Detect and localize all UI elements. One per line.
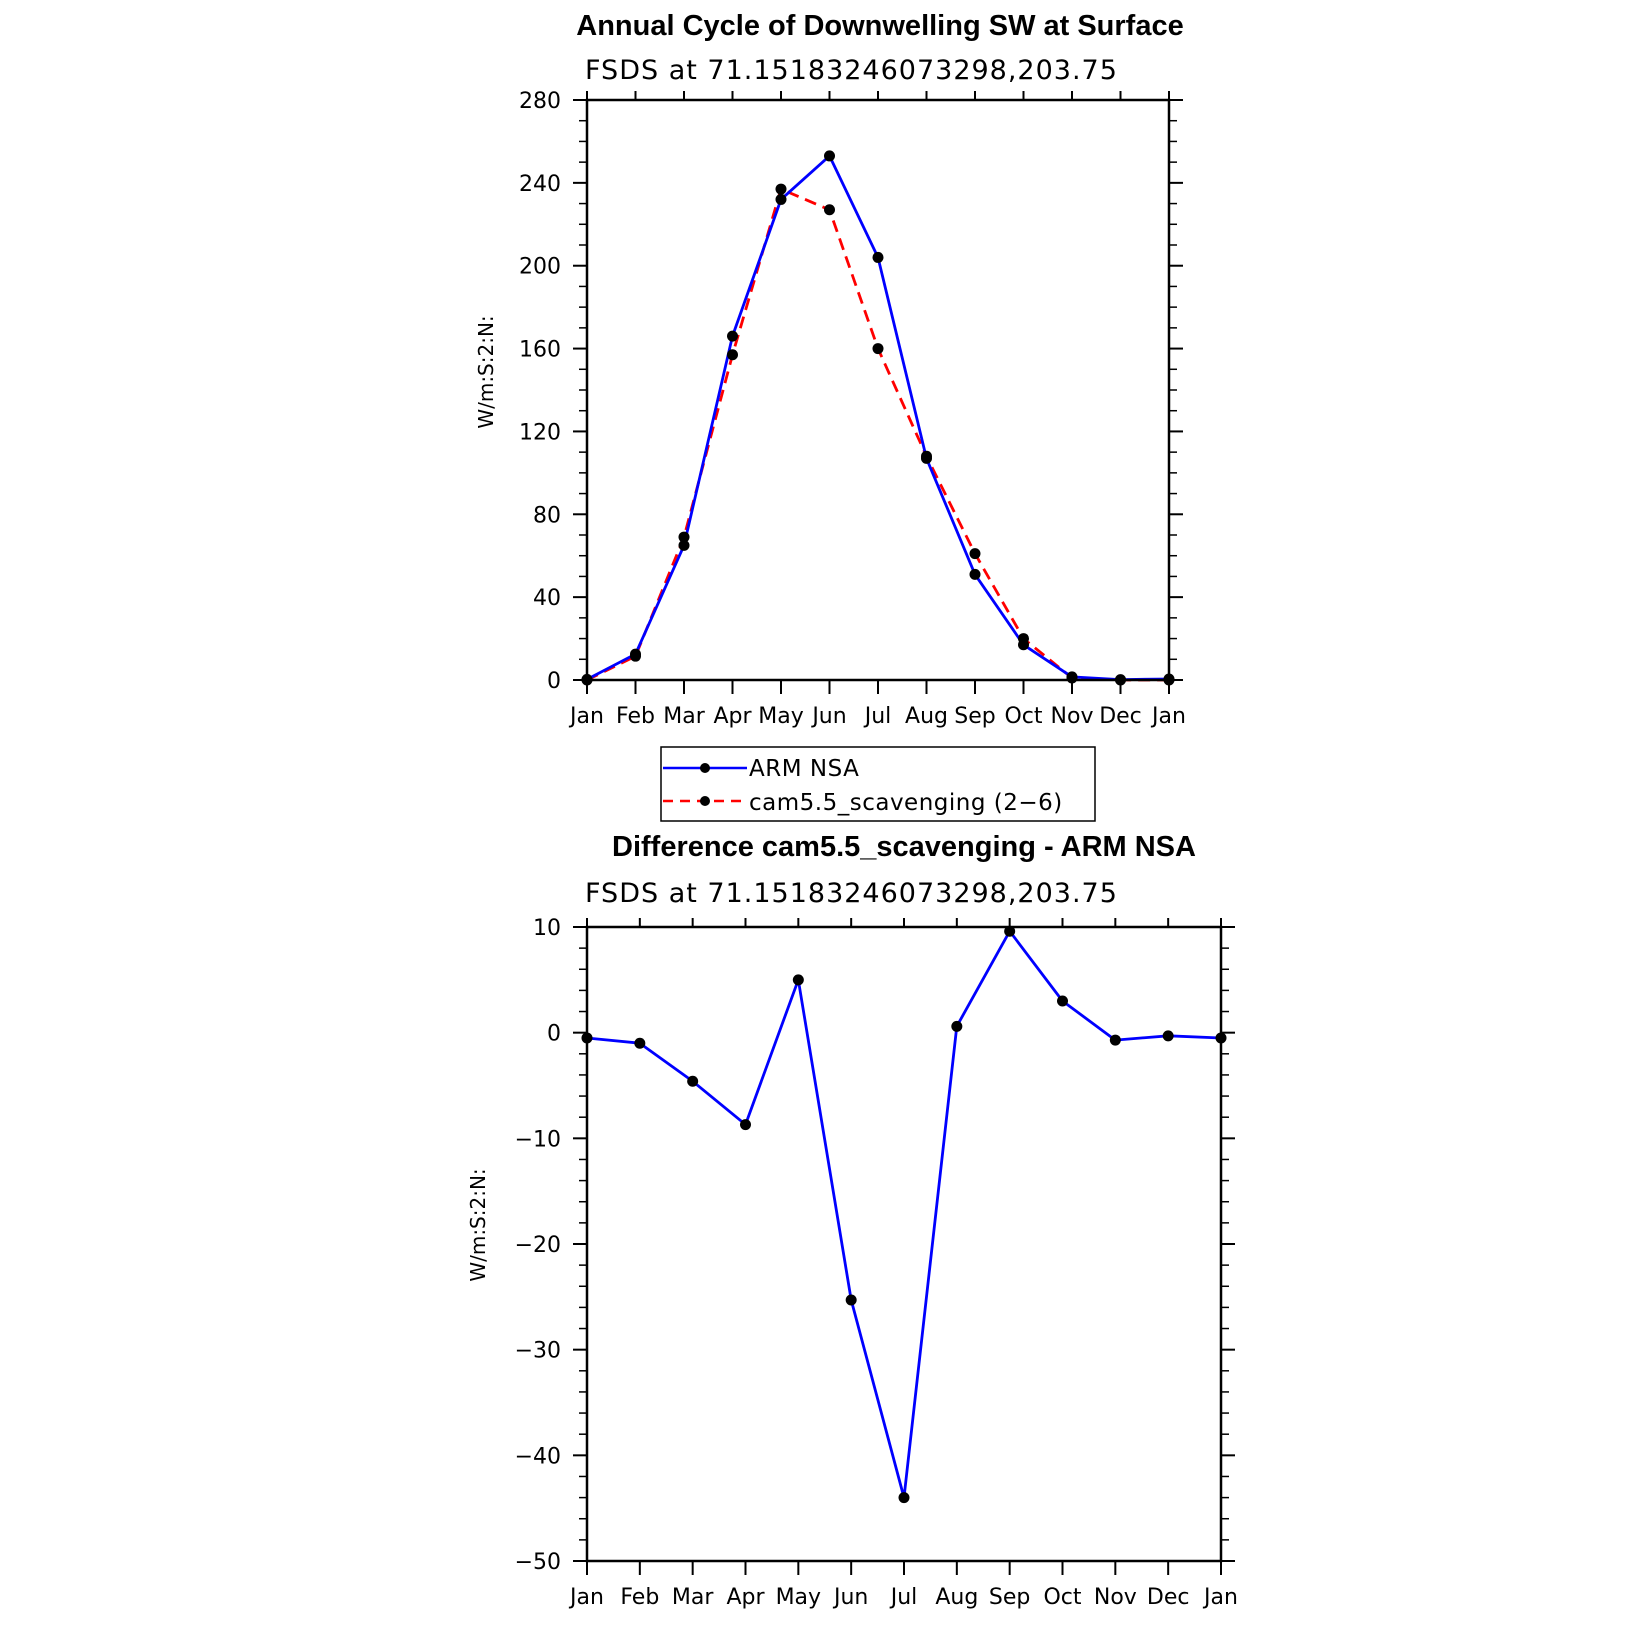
chart1-series-0-point (969, 568, 981, 580)
chart2-x-tick-label: Jan (568, 1585, 604, 1610)
chart2-series-0-point (1057, 995, 1068, 1007)
chart1-y-tick-label: 280 (519, 89, 561, 114)
chart1-subtitle: FSDS at 71.15183246073298,203.75 (585, 55, 1118, 86)
chart1-series-1-point (872, 343, 884, 355)
chart1-y-tick-label: 160 (519, 338, 561, 363)
chart2-series-0-point (740, 1119, 751, 1131)
legend: ARM NSA cam5.5_scavenging (2−6) (660, 746, 1096, 822)
chart2-series-0-point (1109, 1034, 1121, 1046)
legend-entry-cam5: cam5.5_scavenging (2−6) (663, 790, 1063, 816)
chart1-title: Annual Cycle of Downwelling SW at Surfac… (576, 10, 1183, 42)
legend-marker-cam5 (700, 796, 710, 806)
chart1-y-tick-label: 200 (519, 255, 561, 280)
chart2-x-tick-label: Jun (832, 1585, 868, 1610)
chart1-series (581, 150, 1175, 686)
chart2-series-0-point (687, 1075, 699, 1087)
chart1-x-tick-label: Jan (568, 704, 604, 729)
chart1-series-1-point (678, 531, 690, 543)
chart1-x-tick-label: Oct (1004, 704, 1042, 729)
chart2-x-tick-label: Apr (726, 1585, 765, 1610)
chart2-y-tick-label: −30 (515, 1339, 561, 1364)
legend-entry-arm-nsa: ARM NSA (663, 756, 859, 782)
chart1-series-0-point (872, 251, 884, 263)
chart1-x-tick-label: Sep (954, 704, 995, 729)
chart1-ticks: Jan Feb Mar Apr May Jun Jul Aug Sep Oct Nov Dec Jan 0… (519, 89, 1186, 729)
chart1-x-tick-label: Jul (863, 704, 892, 729)
chart2-series (581, 925, 1227, 1504)
chart1-series-1-point (727, 349, 738, 361)
chart2-plot-frame (585, 925, 1223, 1563)
chart1-series-1-point (630, 650, 641, 662)
chart1-x-tick-label: Feb (616, 704, 655, 729)
chart2-y-tick-label: −10 (515, 1127, 561, 1152)
chart2-y-tick-label: −50 (515, 1550, 561, 1575)
chart2-y-axis-label: W/m:S:2:N: (466, 1168, 490, 1281)
chart1-series-0-point (727, 330, 738, 342)
chart1-plot-frame (585, 98, 1171, 682)
chart1-series-1-point (1066, 672, 1078, 684)
chart2-x-tick-label: Dec (1147, 1585, 1190, 1610)
chart1-y-tick-label: 120 (519, 420, 561, 445)
chart1-series-0-line (586, 154, 1170, 681)
chart2-x-tick-label: Jul (889, 1585, 918, 1610)
chart2-x-tick-label: Oct (1043, 1585, 1081, 1610)
chart1-x-tick-label: Dec (1099, 704, 1142, 729)
chart2-x-tick-label: Nov (1094, 1585, 1137, 1610)
chart2-series-0-point (845, 1294, 857, 1306)
chart1-series-0-point (678, 539, 690, 551)
chart1-x-tick-label: May (758, 704, 803, 729)
chart1-series-1-point (824, 204, 835, 216)
chart2-series-0-point (1162, 1030, 1174, 1042)
chart1-x-tick-label: Jan (1150, 704, 1186, 729)
chart2-x-tick-label: Feb (620, 1585, 659, 1610)
chart2-series-0-point (951, 1020, 963, 1032)
chart1-y-axis-label: W/m:S:2:N: (474, 315, 498, 428)
chart2-x-tick-label: Sep (989, 1585, 1030, 1610)
chart1-series-0-point (775, 193, 787, 205)
chart1-y-tick-label: 240 (519, 172, 561, 197)
chart2-x-tick-label: Mar (672, 1585, 714, 1610)
chart2-y-tick-label: −20 (515, 1233, 561, 1258)
chart2-ticks: Jan Feb Mar Apr May Jun Jul Aug Sep Oct Nov Dec Jan−… (515, 916, 1238, 1610)
chart1-series-1-point (775, 183, 787, 195)
annual-cycle-chart: Annual Cycle of Downwelling SW at Surfac… (474, 10, 1186, 729)
chart1-x-tick-label: Aug (905, 704, 948, 729)
chart2-y-tick-label: 0 (547, 1022, 561, 1047)
chart2-y-tick-label: 10 (533, 916, 561, 941)
chart2-x-tick-label: Aug (935, 1585, 978, 1610)
chart1-y-tick-label: 40 (533, 586, 561, 611)
chart1-series-1-point (1018, 633, 1029, 645)
chart1-series-0-point (824, 150, 835, 162)
chart2-series-0-point (792, 974, 804, 986)
legend-label-arm-nsa: ARM NSA (749, 756, 859, 782)
legend-label-cam5: cam5.5_scavenging (2−6) (749, 790, 1063, 816)
chart2-subtitle: FSDS at 71.15183246073298,203.75 (585, 878, 1118, 909)
chart2-series-0-point (898, 1492, 910, 1504)
chart1-series-1-point (969, 548, 981, 560)
chart1-y-tick-label: 80 (533, 503, 561, 528)
difference-chart: Difference cam5.5_scavenging - ARM NSA F… (466, 831, 1238, 1610)
chart1-series-1-point (921, 450, 932, 462)
chart2-y-tick-label: −40 (515, 1444, 561, 1469)
chart1-y-tick-label: 0 (547, 669, 561, 694)
chart2-x-tick-label: Jan (1202, 1585, 1238, 1610)
chart1-x-tick-label: Jun (810, 704, 846, 729)
chart2-series-0-line (586, 929, 1222, 1499)
chart2-x-tick-label: May (776, 1585, 821, 1610)
legend-marker-arm-nsa (700, 763, 710, 773)
chart2-series-0-point (1004, 925, 1016, 937)
chart2-title: Difference cam5.5_scavenging - ARM NSA (612, 831, 1196, 863)
chart1-x-tick-label: Mar (663, 704, 705, 729)
chart1-x-tick-label: Nov (1051, 704, 1094, 729)
legend-box (660, 746, 1096, 822)
chart1-x-tick-label: Apr (713, 704, 752, 729)
chart2-series-0-point (634, 1037, 646, 1049)
